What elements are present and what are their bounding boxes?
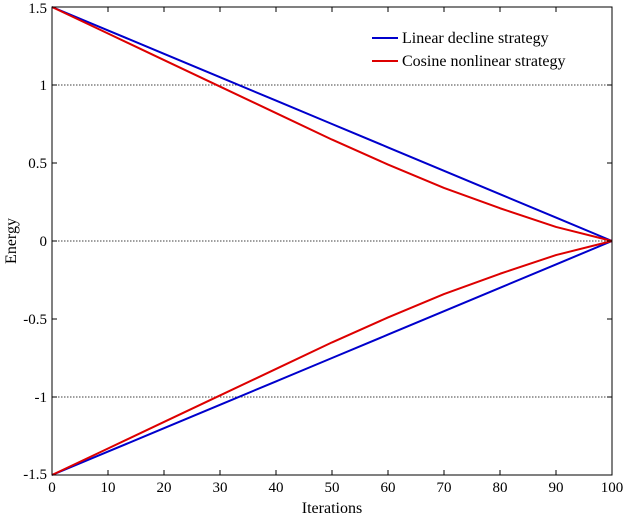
x-axis-label: Iterations bbox=[302, 500, 362, 517]
x-tick-label: 30 bbox=[213, 480, 228, 496]
y-tick-label: 0.5 bbox=[28, 156, 47, 172]
legend-label-cosine: Cosine nonlinear strategy bbox=[402, 53, 566, 70]
legend: Linear decline strategy Cosine nonlinear… bbox=[372, 30, 566, 70]
x-tick-label: 40 bbox=[269, 480, 284, 496]
x-tick-label: 0 bbox=[48, 480, 56, 496]
x-tick-label: 90 bbox=[549, 480, 564, 496]
series-line-2 bbox=[51, 6, 613, 242]
y-tick-label: -1 bbox=[35, 390, 48, 406]
series-lines bbox=[51, 6, 613, 476]
x-tick-label: 20 bbox=[157, 480, 172, 496]
x-tick-label: 70 bbox=[437, 480, 452, 496]
series-line-3 bbox=[51, 240, 613, 476]
legend-label-linear: Linear decline strategy bbox=[402, 30, 549, 47]
x-tick-label: 60 bbox=[381, 480, 396, 496]
y-tick-label: -1.5 bbox=[23, 467, 47, 483]
y-tick-label: 1 bbox=[40, 78, 48, 94]
x-tick-label: 10 bbox=[101, 480, 116, 496]
x-tick-label: 100 bbox=[601, 480, 624, 496]
y-axis-label: Energy bbox=[3, 218, 20, 264]
y-tick-label: -0.5 bbox=[23, 312, 47, 328]
tick-labels: 0 10 20 30 40 50 60 70 80 90 100 -1.5 -1 -0.5 0 0.5 1 1.5 bbox=[23, 1, 623, 496]
series-line-0 bbox=[51, 6, 613, 242]
y-tick-label: 1.5 bbox=[28, 1, 47, 17]
axis-ticks bbox=[51, 6, 613, 476]
y-tick-label: 0 bbox=[40, 234, 48, 250]
x-tick-label: 50 bbox=[325, 480, 340, 496]
x-tick-label: 80 bbox=[493, 480, 508, 496]
reference-lines bbox=[52, 84, 612, 398]
series-line-1 bbox=[51, 240, 613, 476]
